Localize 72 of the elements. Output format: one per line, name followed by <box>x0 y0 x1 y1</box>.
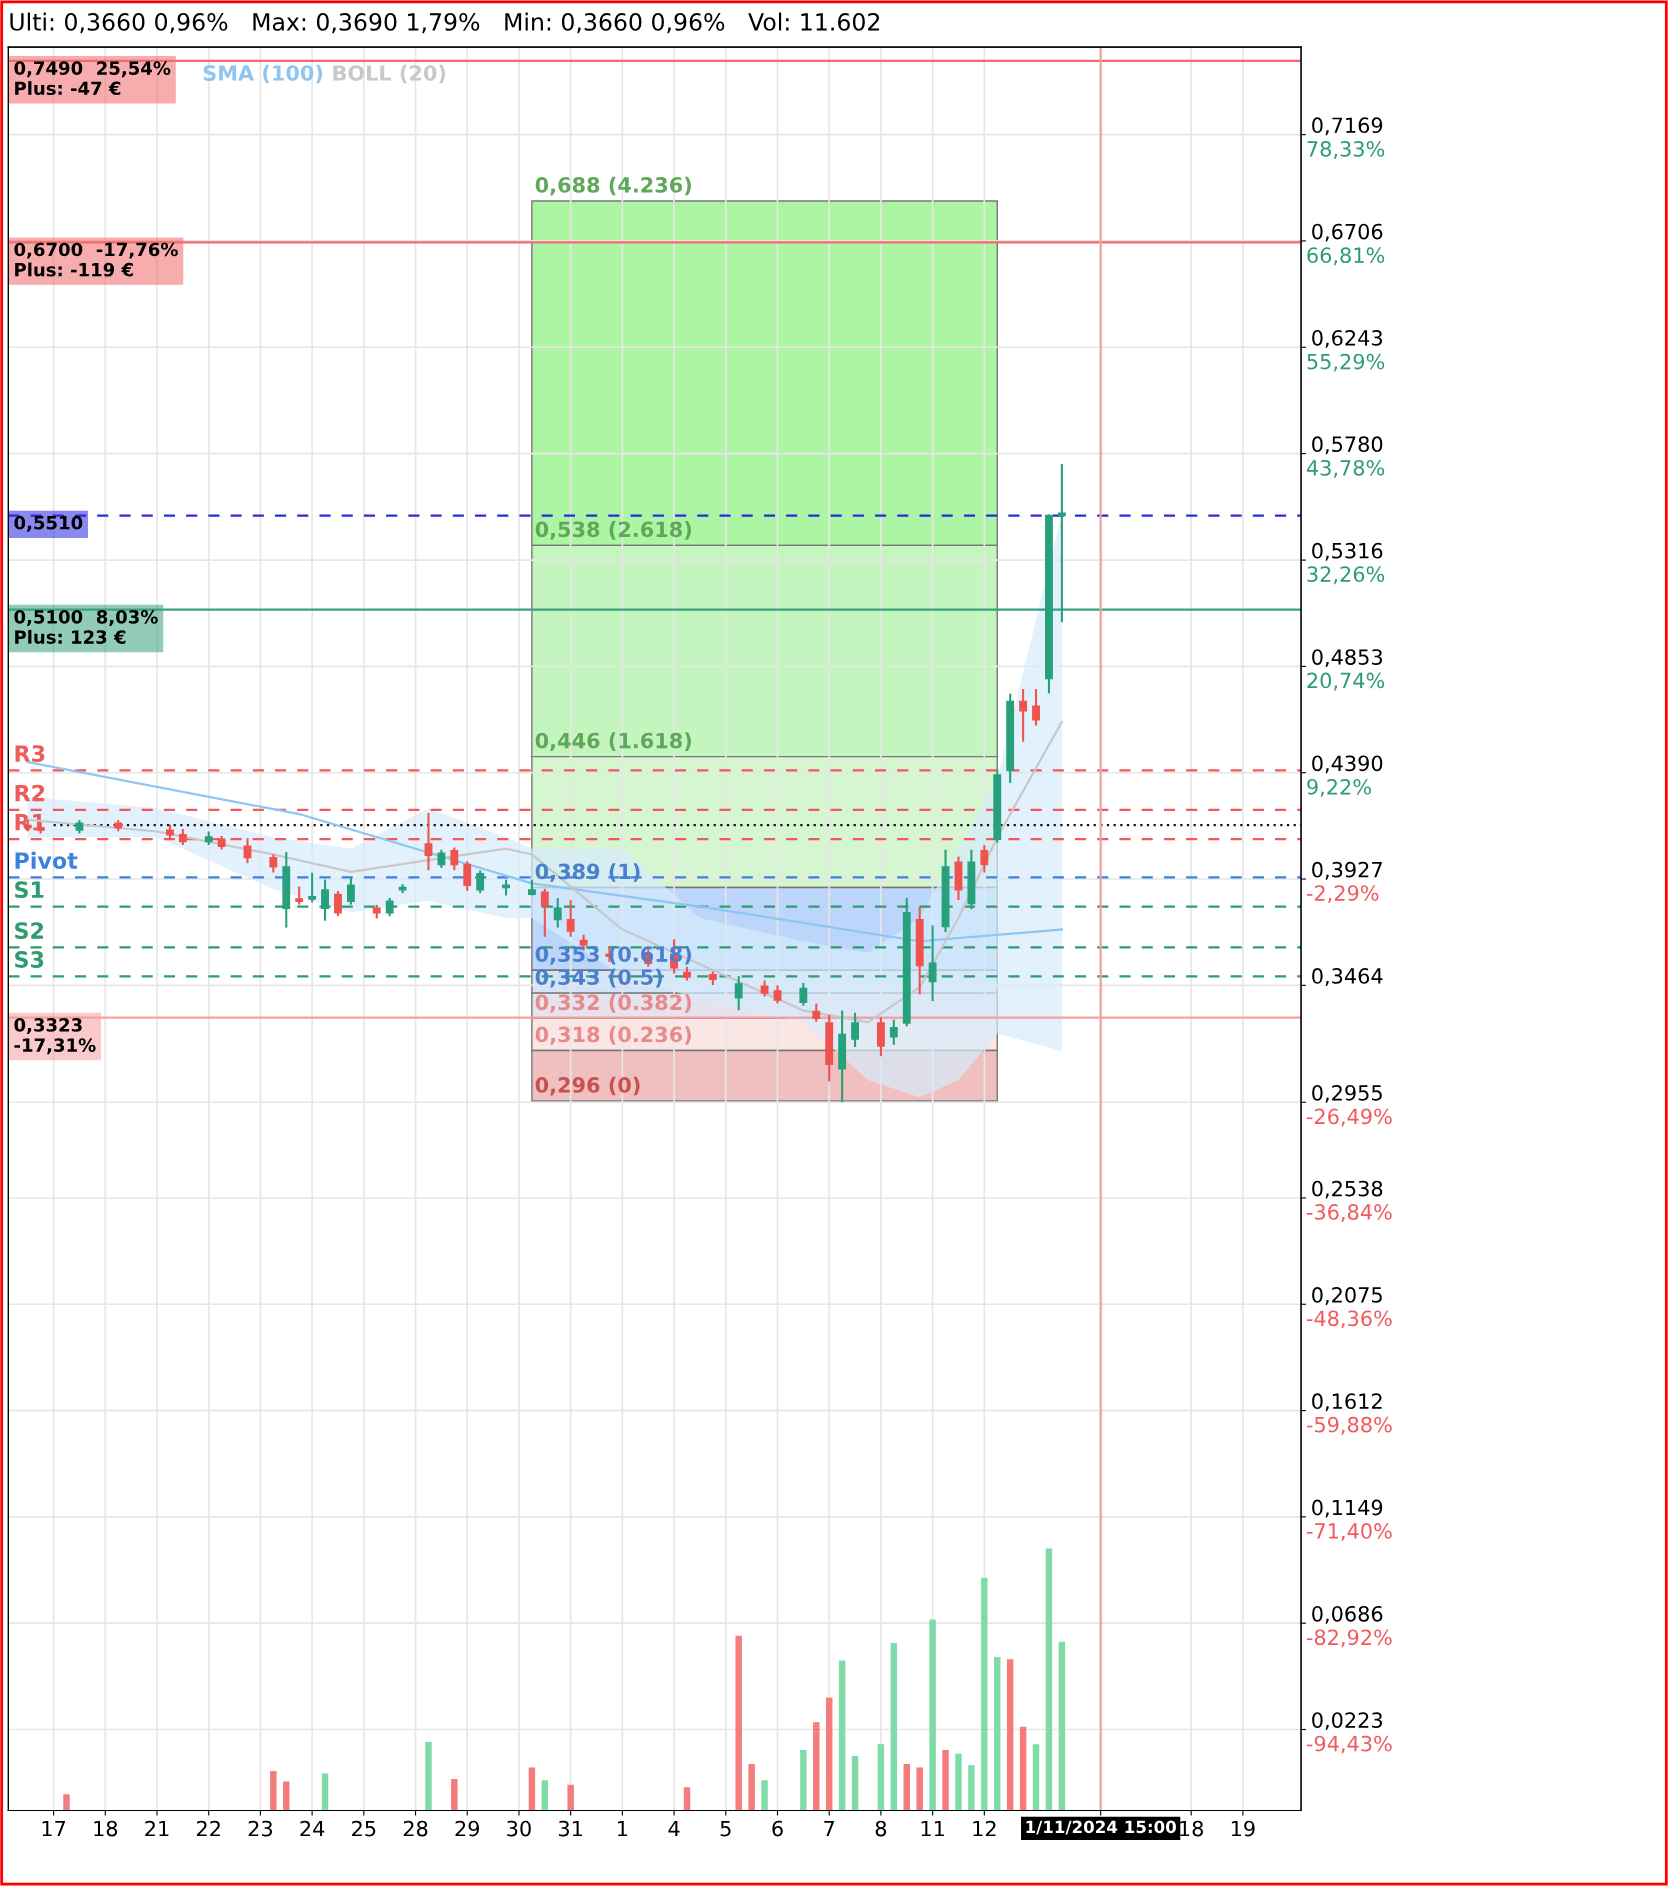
x-tick-label: 28 <box>403 1820 428 1837</box>
y2-tick-label: -36,84% <box>1306 1204 1392 1222</box>
x-tick-label: 25 <box>352 1820 376 1837</box>
y2-tick-label: 20,74% <box>1307 672 1385 691</box>
y2-tick-label: -2,29% <box>1306 885 1379 904</box>
x-tick-label: 18 <box>1180 1820 1203 1837</box>
y-tick-label: 0,0686 <box>1312 1605 1383 1624</box>
y-tick-label: 0,0223 <box>1312 1712 1382 1731</box>
y2-tick-label: 9,22% <box>1307 778 1371 797</box>
y2-tick-label: -82,92% <box>1306 1629 1392 1648</box>
ref-line-label: Pivot <box>15 851 78 869</box>
y-tick-label: 0,4853 <box>1312 649 1382 668</box>
x-tick-label: 18 <box>94 1820 118 1837</box>
x-tick-label: 6 <box>772 1820 783 1837</box>
band-label: 0,688 (4.236) <box>535 176 691 196</box>
x-tick-label: 23 <box>248 1820 272 1837</box>
x-tick-label: 22 <box>196 1820 220 1837</box>
y-tick-label: 0,6706 <box>1312 223 1383 242</box>
y-tick-label: 0,1612 <box>1312 1393 1382 1412</box>
x-tick-label: 12 <box>973 1820 996 1837</box>
y-tick-label: 0,2075 <box>1312 1287 1382 1305</box>
x-tick-label: 1/11/2024 15:00 <box>1026 1820 1176 1835</box>
ref-line-label: S1 <box>15 881 44 899</box>
band-label: 0,332 (0.382) <box>535 994 691 1013</box>
ref-line-label: R2 <box>15 784 45 802</box>
x-tick-label: 17 <box>42 1820 66 1837</box>
x-tick-label: 29 <box>455 1820 480 1837</box>
x-tick-label: 8 <box>875 1820 887 1837</box>
x-tick-label: 11 <box>921 1820 944 1837</box>
band-label: 0,343 (0.5) <box>535 968 662 988</box>
y2-tick-label: 32,26% <box>1307 566 1385 585</box>
ref-line-label: R3 <box>15 745 45 762</box>
ref-line-label: 0,5100 8,03% Plus: 123 € <box>14 610 158 644</box>
y-tick-label: 0,1149 <box>1312 1499 1383 1518</box>
y2-tick-label: -48,36% <box>1306 1310 1392 1329</box>
y2-tick-label: -94,43% <box>1306 1735 1392 1754</box>
x-tick-label: 30 <box>507 1820 531 1837</box>
x-tick-label: 19 <box>1231 1820 1255 1837</box>
ref-line-label: 0,3323 -17,31% <box>14 1018 96 1055</box>
ref-line-label: S2 <box>15 922 44 939</box>
y2-tick-label: 55,29% <box>1307 353 1385 372</box>
y-tick-label: 0,2538 <box>1312 1180 1383 1199</box>
x-tick-label: 24 <box>300 1820 325 1837</box>
band-label: 0,318 (0.236) <box>535 1026 691 1046</box>
y-tick-label: 0,5780 <box>1312 436 1383 455</box>
y-tick-label: 0,3927 <box>1312 861 1382 880</box>
y2-tick-label: -59,88% <box>1306 1416 1392 1435</box>
ref-line-label: 0,6700 -17,76% Plus: -119 € <box>14 242 178 277</box>
y-tick-label: 0,3464 <box>1312 968 1383 986</box>
x-tick-label: 5 <box>720 1820 731 1837</box>
y2-tick-label: 66,81% <box>1307 247 1385 266</box>
y2-tick-label: -26,49% <box>1306 1108 1392 1127</box>
y2-tick-label: 43,78% <box>1306 459 1385 478</box>
y-tick-label: 0,6243 <box>1312 329 1382 348</box>
y-tick-label: 0,5316 <box>1312 542 1383 561</box>
annotation: 0,296 (0) <box>535 1076 640 1096</box>
ref-line-label: S3 <box>15 951 44 968</box>
x-tick-label: 7 <box>824 1820 835 1837</box>
ref-line-label: 0,7490 25,54% Plus: -47 € <box>14 61 171 96</box>
x-tick-label: 4 <box>668 1820 680 1837</box>
x-tick-label: 31 <box>559 1820 582 1837</box>
ref-line-label: 0,5510 <box>14 515 83 532</box>
y2-tick-label: -71,40% <box>1306 1523 1392 1541</box>
band-label: 0,446 (1.618) <box>535 732 691 752</box>
chart-title: Ulti: 0,3660 0,96% Max: 0,3690 1,79% Min: 0,3660 0,96% Vol: 11.602 <box>10 12 880 34</box>
x-tick-label: 21 <box>145 1820 169 1837</box>
y-tick-label: 0,4390 <box>1312 755 1383 774</box>
text: SMA (100) <box>203 64 323 84</box>
y-tick-label: 0,7169 <box>1312 117 1383 136</box>
x-tick-label: 1 <box>618 1820 628 1837</box>
y-tick-label: 0,2955 <box>1312 1084 1382 1103</box>
y2-tick-label: 78,33% <box>1307 141 1385 159</box>
